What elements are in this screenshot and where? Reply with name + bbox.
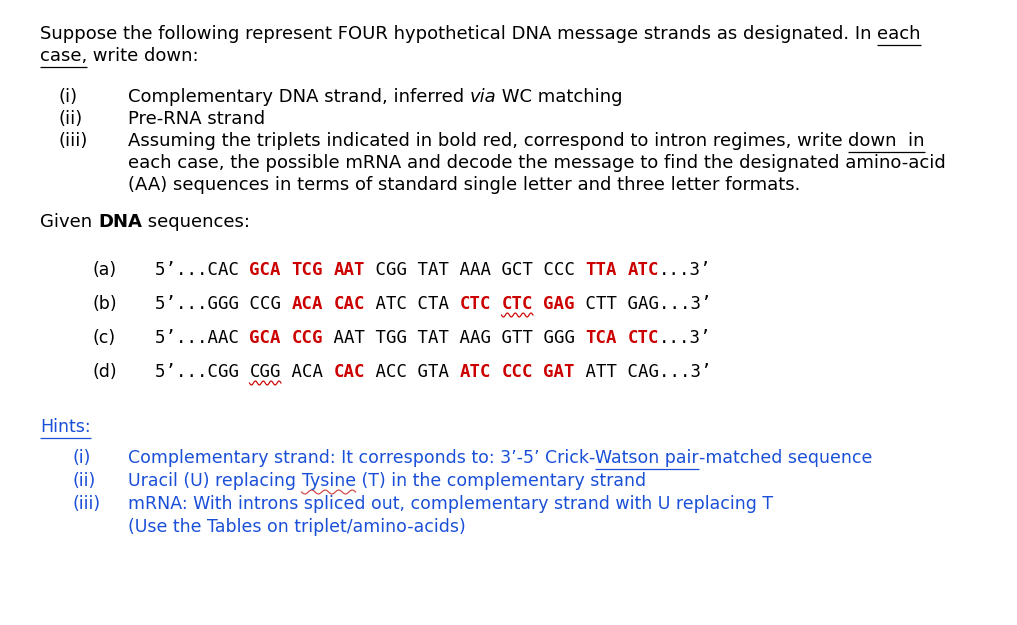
Text: (AA) sequences in terms of standard single letter and three letter formats.: (AA) sequences in terms of standard sing… [128, 176, 800, 194]
Text: ATT CAG...3’: ATT CAG...3’ [575, 363, 712, 381]
Text: (i): (i) [72, 449, 91, 467]
Text: (i): (i) [58, 88, 77, 106]
Text: each: each [878, 25, 920, 43]
Text: write down:: write down: [87, 47, 199, 65]
Text: CAC: CAC [334, 363, 365, 381]
Text: (b): (b) [92, 295, 117, 313]
Text: (ii): (ii) [72, 472, 96, 490]
Text: Hints:: Hints: [40, 418, 91, 436]
Text: mRNA: With introns spliced out, complementary strand with U replacing T: mRNA: With introns spliced out, compleme… [128, 495, 773, 513]
Text: ATC CTA: ATC CTA [365, 295, 460, 313]
Text: GAG: GAG [543, 295, 575, 313]
Text: (iii): (iii) [58, 132, 87, 150]
Text: Complementary strand: It corresponds to: 3’-5’ Crick-: Complementary strand: It corresponds to:… [128, 449, 595, 467]
Text: TCA: TCA [586, 329, 617, 347]
Text: 5’...CGG: 5’...CGG [155, 363, 249, 381]
Text: (T) in the complementary strand: (T) in the complementary strand [356, 472, 646, 490]
Text: (c): (c) [92, 329, 115, 347]
Text: GAT: GAT [543, 363, 575, 381]
Text: (a): (a) [92, 261, 116, 279]
Text: AAT TGG TAT AAG GTT GGG: AAT TGG TAT AAG GTT GGG [323, 329, 586, 347]
Text: (Use the Tables on triplet/amino-acids): (Use the Tables on triplet/amino-acids) [128, 518, 466, 536]
Text: Watson pair: Watson pair [595, 449, 699, 467]
Text: CTC: CTC [460, 295, 491, 313]
Text: CCG: CCG [292, 329, 323, 347]
Text: ...3’: ...3’ [659, 329, 712, 347]
Text: ACA: ACA [281, 363, 334, 381]
Text: (ii): (ii) [58, 110, 82, 128]
Text: CCC: CCC [501, 363, 533, 381]
Text: CGG: CGG [249, 363, 281, 381]
Text: CTT GAG...3’: CTT GAG...3’ [575, 295, 712, 313]
Text: -matched sequence: -matched sequence [699, 449, 873, 467]
Text: CTC: CTC [627, 329, 659, 347]
Text: GCA: GCA [249, 261, 281, 279]
Text: 5’...AAC: 5’...AAC [155, 329, 249, 347]
Text: ACC GTA: ACC GTA [365, 363, 460, 381]
Text: 5’...CAC: 5’...CAC [155, 261, 249, 279]
Text: CTC: CTC [501, 295, 533, 313]
Text: Suppose the following represent FOUR hypothetical DNA message strands as designa: Suppose the following represent FOUR hyp… [40, 25, 878, 43]
Text: CAC: CAC [334, 295, 365, 313]
Text: Given: Given [40, 213, 98, 231]
Text: ACA: ACA [292, 295, 323, 313]
Text: ...3’: ...3’ [659, 261, 712, 279]
Text: GCA: GCA [249, 329, 281, 347]
Text: sequences:: sequences: [141, 213, 250, 231]
Text: via: via [470, 88, 496, 106]
Text: 5’...GGG CCG: 5’...GGG CCG [155, 295, 292, 313]
Text: Complementary DNA strand, inferred: Complementary DNA strand, inferred [128, 88, 470, 106]
Text: ATC: ATC [627, 261, 659, 279]
Text: each case, the possible mRNA and decode the message to find the designated amino: each case, the possible mRNA and decode … [128, 154, 946, 172]
Text: Assuming the triplets indicated in bold red, correspond to intron regimes, write: Assuming the triplets indicated in bold … [128, 132, 848, 150]
Text: WC matching: WC matching [496, 88, 623, 106]
Text: AAT: AAT [334, 261, 365, 279]
Text: Uracil (U) replacing: Uracil (U) replacing [128, 472, 301, 490]
Text: down  in: down in [848, 132, 924, 150]
Text: Tysine: Tysine [301, 472, 356, 490]
Text: ATC: ATC [460, 363, 491, 381]
Text: TCG: TCG [292, 261, 323, 279]
Text: case,: case, [40, 47, 87, 65]
Text: DNA: DNA [98, 213, 141, 231]
Text: CGG TAT AAA GCT CCC: CGG TAT AAA GCT CCC [365, 261, 586, 279]
Text: (iii): (iii) [72, 495, 100, 513]
Text: TTA: TTA [586, 261, 617, 279]
Text: Pre-RNA strand: Pre-RNA strand [128, 110, 265, 128]
Text: (d): (d) [92, 363, 117, 381]
